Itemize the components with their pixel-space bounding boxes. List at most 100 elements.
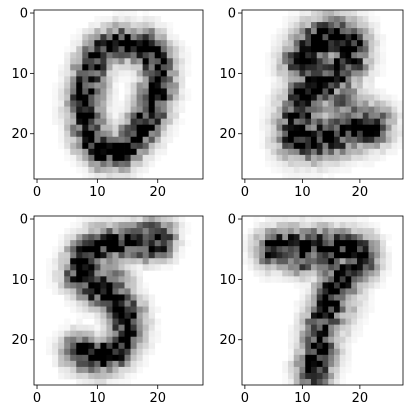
pixel-cell	[52, 336, 59, 344]
y-tick-label: 10	[11, 273, 28, 288]
pixel-cell	[368, 252, 375, 259]
pixel-cell	[328, 28, 335, 35]
pixel-cell	[311, 240, 318, 247]
pixel-cell	[142, 136, 150, 144]
pixel-cell	[82, 160, 89, 168]
pixel-cell	[70, 124, 77, 132]
pixel-cell	[328, 216, 335, 223]
pixel-cell	[299, 318, 306, 325]
pixel-cell	[305, 306, 312, 313]
pixel-cell	[334, 100, 341, 107]
pixel-cell	[247, 264, 254, 271]
pixel-cell	[311, 94, 318, 101]
axes-frame	[241, 9, 404, 180]
pixel-cell	[334, 222, 341, 229]
pixel-cell	[130, 216, 137, 223]
pixel-cell	[305, 354, 312, 362]
pixel-cell	[130, 222, 137, 229]
pixel-cell	[94, 142, 101, 150]
pixel-cell	[316, 300, 323, 307]
pixel-cell	[362, 100, 369, 107]
pixel-cell	[328, 270, 335, 277]
pixel-cell	[58, 264, 65, 271]
pixel-cell	[118, 40, 125, 47]
pixel-cell	[64, 318, 71, 325]
pixel-cell	[322, 64, 329, 71]
pixel-cell	[339, 288, 346, 295]
pixel-cell	[288, 130, 295, 138]
pixel-cell	[311, 222, 318, 229]
pixel-cell	[112, 222, 119, 229]
pixel-cell	[322, 318, 329, 325]
pixel-cell	[305, 222, 312, 229]
pixel-cell	[305, 154, 312, 162]
pixel-cell	[46, 276, 53, 283]
pixel-cell	[374, 40, 381, 47]
pixel-cell	[142, 234, 150, 241]
pixel-cell	[82, 130, 89, 138]
pixel-cell	[374, 124, 381, 132]
pixel-cell	[368, 94, 375, 101]
pixel-cell	[160, 22, 168, 29]
pixel-cell	[293, 160, 300, 168]
pixel-cell	[52, 112, 59, 119]
pixel-cell	[334, 16, 341, 23]
pixel-cell	[276, 154, 283, 162]
pixel-cell	[178, 52, 186, 59]
pixel-cell	[299, 130, 306, 138]
pixel-cell	[70, 348, 77, 356]
pixel-cell	[391, 112, 398, 119]
pixel-cell	[270, 154, 277, 162]
pixel-cell	[334, 312, 341, 319]
pixel-cell	[94, 294, 101, 301]
pixel-grid	[242, 216, 392, 386]
pixel-cell	[253, 222, 260, 229]
pixel-cell	[282, 82, 289, 89]
pixel-cell	[311, 172, 318, 180]
pixel-cell	[118, 172, 125, 180]
pixel-cell	[345, 70, 352, 77]
pixel-cell	[368, 240, 375, 247]
pixel-cell	[76, 52, 83, 59]
pixel-cell	[142, 34, 150, 41]
pixel-cell	[351, 330, 358, 338]
pixel-cell	[265, 264, 272, 271]
pixel-cell	[368, 118, 375, 126]
pixel-cell	[397, 112, 404, 119]
pixel-cell	[148, 342, 156, 350]
pixel-cell	[328, 378, 335, 386]
pixel-cell	[357, 70, 364, 77]
pixel-cell	[368, 258, 375, 265]
pixel-cell	[299, 312, 306, 319]
pixel-cell	[380, 276, 387, 283]
pixel-cell	[118, 10, 125, 17]
pixel-cell	[100, 148, 107, 156]
pixel-cell	[154, 70, 162, 77]
pixel-cell	[94, 124, 101, 132]
pixel-cell	[380, 240, 387, 247]
pixel-cell	[328, 258, 335, 265]
pixel-cell	[64, 264, 71, 271]
pixel-cell	[70, 252, 77, 259]
pixel-cell	[345, 330, 352, 338]
pixel-cell	[124, 64, 131, 71]
pixel-cell	[362, 318, 369, 325]
pixel-cell	[293, 130, 300, 138]
pixel-cell	[106, 354, 113, 362]
pixel-cell	[154, 324, 162, 332]
pixel-cell	[339, 216, 346, 223]
pixel-cell	[64, 64, 71, 71]
pixel-cell	[76, 276, 83, 283]
pixel-cell	[322, 216, 329, 223]
pixel-cell	[142, 264, 150, 271]
pixel-cell	[82, 270, 89, 277]
pixel-cell	[136, 216, 143, 223]
pixel-cell	[282, 142, 289, 150]
pixel-cell	[316, 124, 323, 132]
pixel-cell	[58, 282, 65, 289]
pixel-cell	[345, 154, 352, 162]
pixel-cell	[154, 252, 162, 259]
pixel-cell	[299, 222, 306, 229]
pixel-cell	[106, 76, 113, 83]
pixel-cell	[94, 234, 101, 241]
